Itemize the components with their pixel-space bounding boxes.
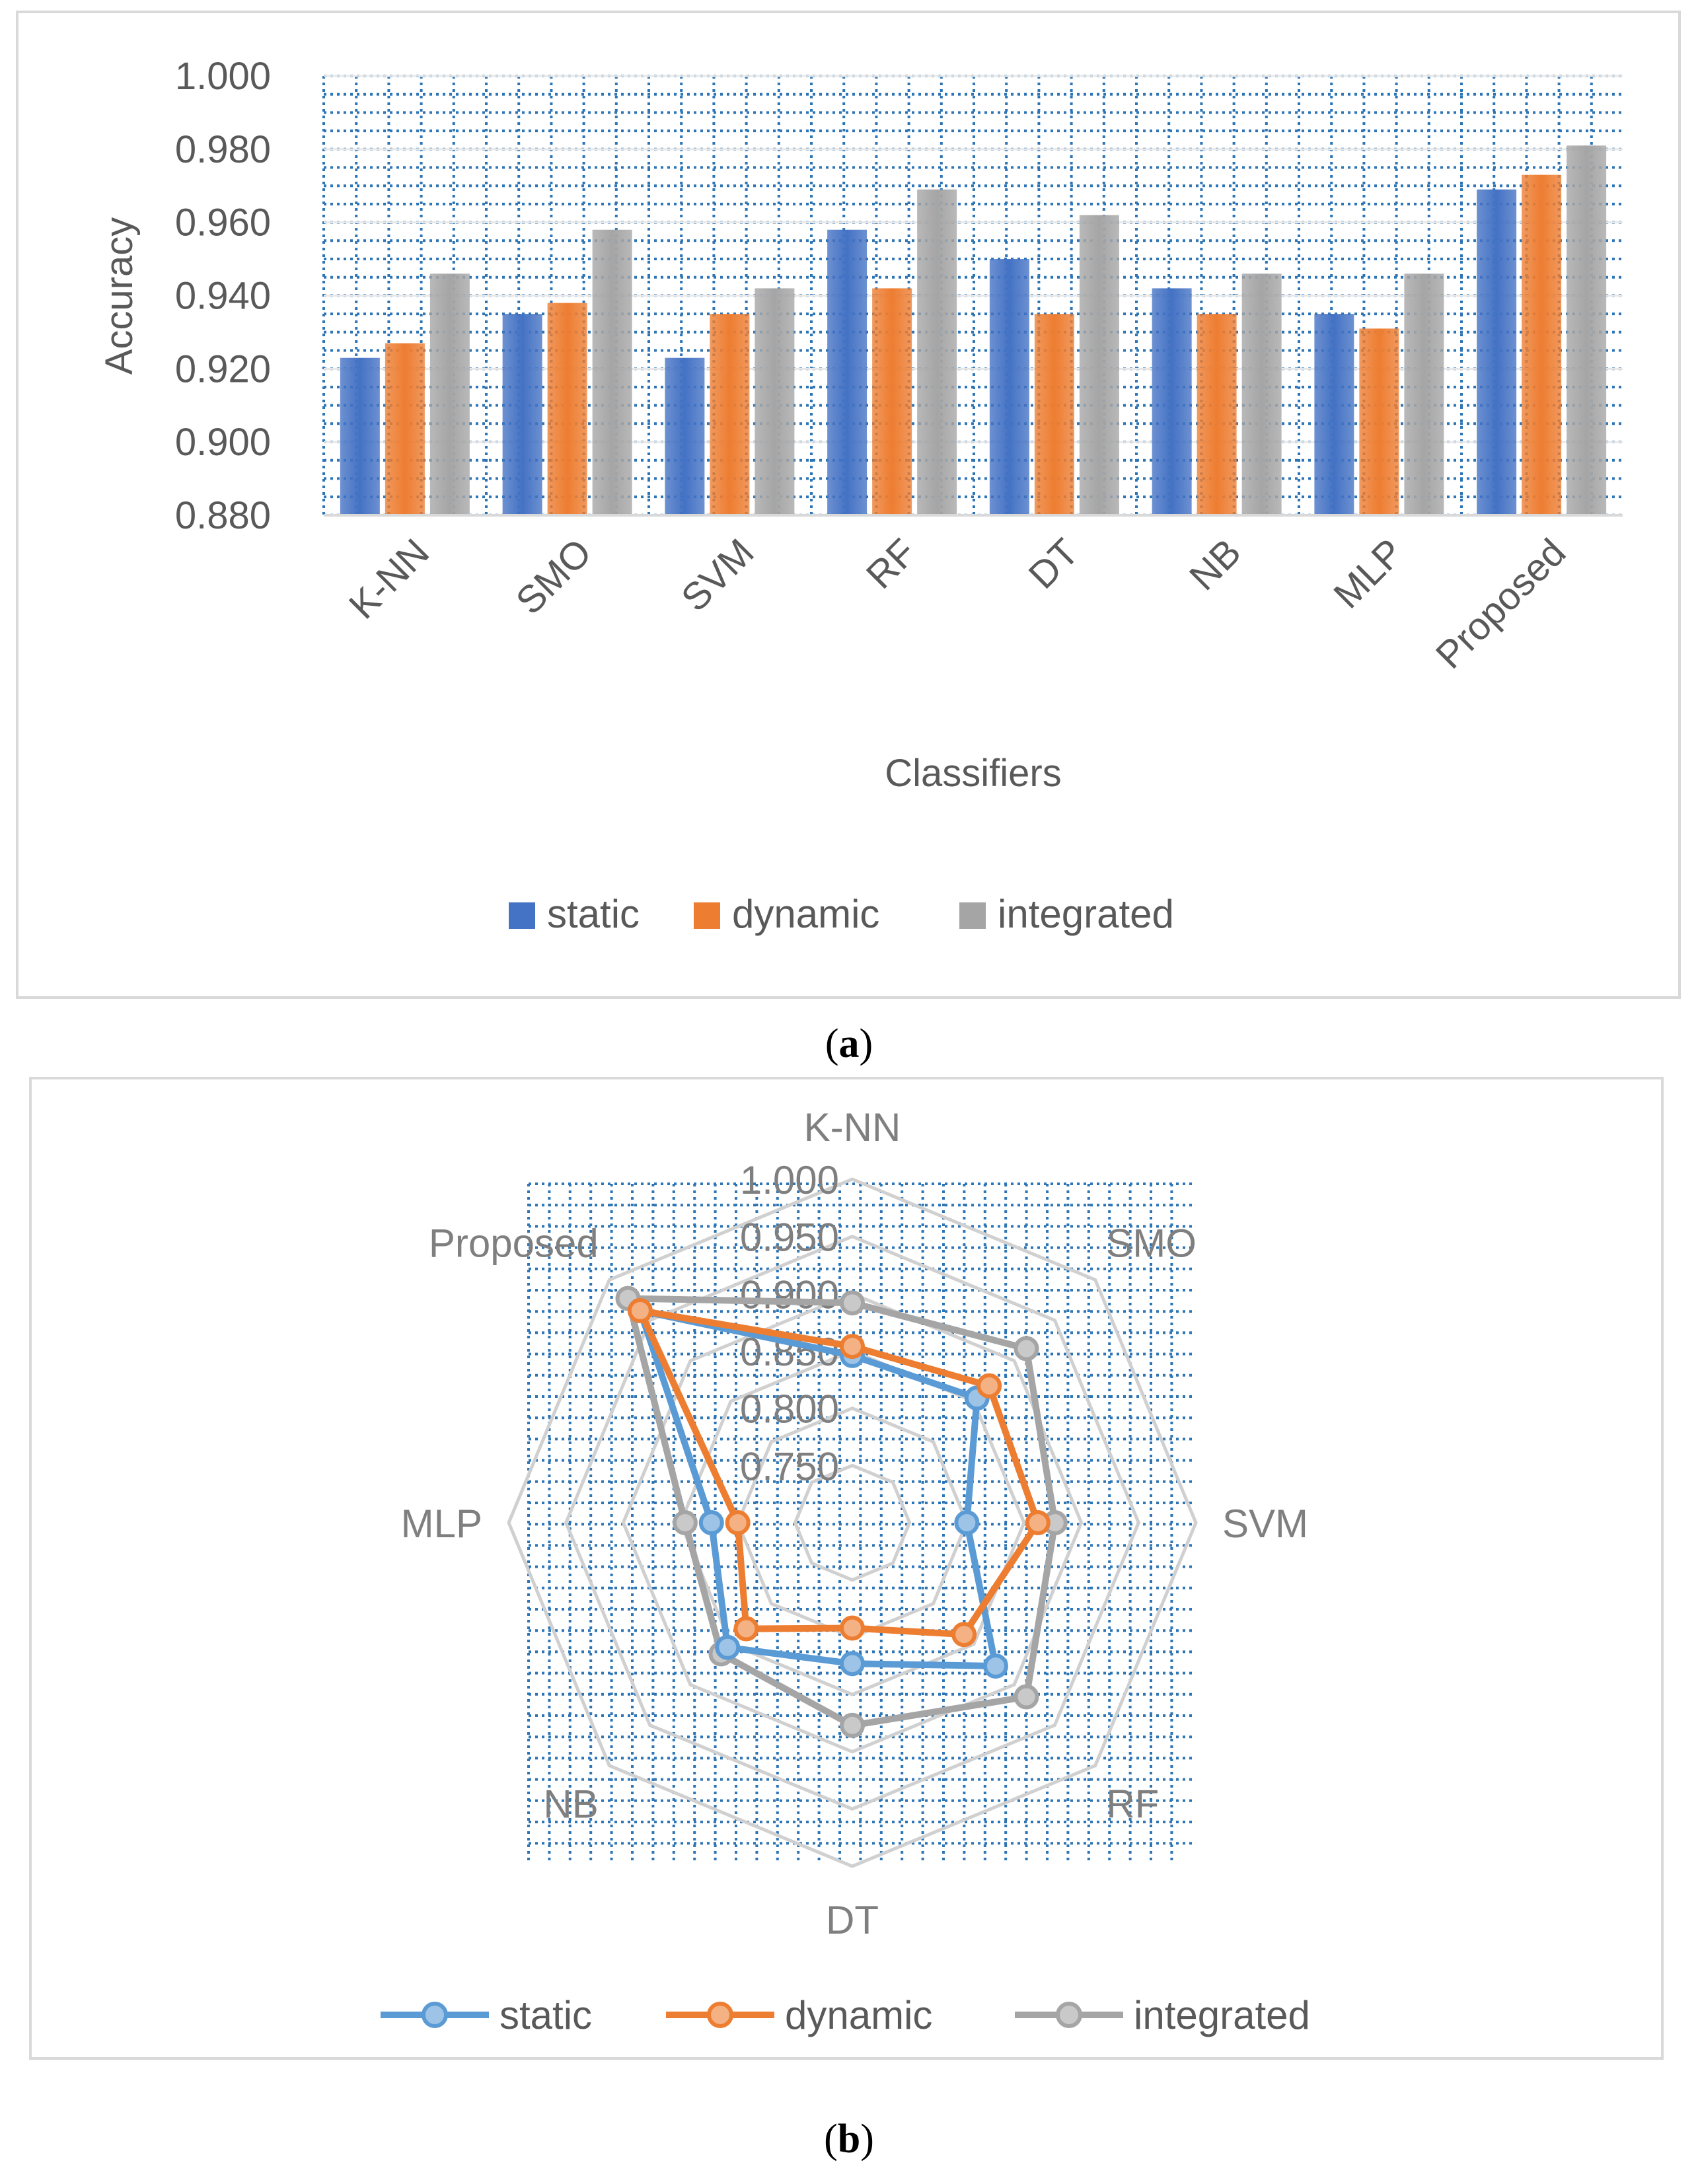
radar-ring — [679, 1349, 1026, 1696]
bar-static-smo — [502, 314, 542, 515]
radar-dynamic-point — [627, 1297, 653, 1323]
radar-integrated-point — [1014, 1684, 1039, 1710]
bar-y-tick-label: 0.960 — [175, 201, 271, 244]
radar-category-label: SVM — [1222, 1502, 1308, 1546]
radar-legend-dynamic-label: dynamic — [785, 1993, 932, 2037]
radar-ring — [507, 1177, 1198, 1868]
bar-static-mlp — [1314, 314, 1354, 515]
radar-dynamic-point — [733, 1616, 759, 1642]
radar-static-point — [715, 1634, 741, 1660]
bar-legend-dynamic-label: dynamic — [732, 892, 879, 936]
radar-legend-dynamic-marker — [707, 2002, 733, 2028]
radar-r-tick-label: 1.000 — [740, 1158, 839, 1202]
radar-legend-integrated-label: integrated — [1134, 1993, 1310, 2037]
radar-ring — [793, 1463, 912, 1582]
caption-b: (b) — [824, 2117, 874, 2162]
radar-category-label: DT — [826, 1898, 879, 1942]
bar-integrated-svm — [755, 288, 795, 515]
bar-series-bars — [340, 145, 1607, 515]
bar-legend-dynamic-swatch — [694, 902, 720, 929]
radar-integrated-point — [1014, 1336, 1039, 1362]
caption-b-letter: b — [838, 2117, 860, 2162]
bar-dynamic-mlp — [1359, 328, 1399, 515]
radar-static-point — [982, 1653, 1008, 1679]
radar-category-label: NB — [543, 1782, 598, 1826]
bar-dynamic-rf — [872, 288, 912, 515]
radar-category-label: MLP — [401, 1502, 482, 1546]
radar-static-point — [954, 1510, 980, 1535]
radar-r-tick-label: 0.950 — [740, 1216, 839, 1260]
bar-x-axis-label: Classifiers — [885, 752, 1062, 795]
radar-category-labels: K-NN SMO SVM RF DT NB MLP Proposed — [401, 1105, 1308, 1942]
bar-y-ticks: 0.880 0.900 0.920 0.940 0.960 0.980 1.000 — [175, 55, 271, 537]
bar-integrated-proposed — [1567, 145, 1607, 515]
radar-legend-static-label: static — [499, 1993, 592, 2037]
caption-a-letter: a — [839, 1021, 860, 1066]
radar-category-label: RF — [1106, 1782, 1159, 1826]
radar-dynamic-point — [840, 1615, 865, 1641]
bar-integrated-knn — [429, 273, 470, 515]
radar-category-label: K-NN — [804, 1105, 901, 1149]
radar-r-tick-label: 0.750 — [740, 1444, 839, 1488]
radar-r-tick-label: 0.900 — [740, 1272, 839, 1317]
bar-static-proposed — [1477, 189, 1517, 515]
bar-y-tick-label: 0.940 — [175, 275, 271, 318]
bar-y-tick-label: 0.880 — [175, 494, 271, 537]
bar-dynamic-svm — [710, 314, 750, 515]
radar-dynamic-point — [977, 1373, 1002, 1399]
radar-ring — [564, 1234, 1141, 1811]
bar-dynamic-knn — [385, 343, 425, 515]
bar-dynamic-proposed — [1522, 174, 1562, 515]
bar-integrated-rf — [917, 189, 957, 515]
bar-dynamic-dt — [1034, 314, 1074, 515]
radar-r-tick-label: 0.800 — [740, 1387, 839, 1432]
bar-static-dt — [989, 259, 1029, 515]
radar-dynamic-point — [840, 1334, 865, 1360]
radar-dynamic-point — [1025, 1510, 1051, 1535]
caption-a: (a) — [825, 1021, 873, 1066]
radar-chart-frame — [29, 1077, 1664, 2060]
bar-static-rf — [827, 229, 867, 515]
radar-static-point — [698, 1510, 724, 1535]
radar-legend-static-marker — [422, 2002, 448, 2028]
bar-legend-static-label: static — [547, 892, 640, 936]
bar-legend-integrated-label: integrated — [998, 892, 1174, 936]
radar-static-point — [840, 1651, 865, 1677]
bar-static-svm — [665, 357, 705, 515]
bar-integrated-mlp — [1404, 273, 1444, 515]
bar-dynamic-nb — [1197, 314, 1237, 515]
bar-legend: static dynamic integrated — [509, 892, 1174, 936]
bar-dynamic-smo — [547, 303, 587, 515]
bar-y-axis-label: Accuracy — [98, 217, 141, 375]
radar-series-lines — [615, 1286, 1068, 1738]
radar-integrated-point — [672, 1510, 698, 1535]
radar-legend-integrated-marker — [1056, 2002, 1082, 2028]
bar-static-knn — [340, 357, 380, 515]
radar-dynamic-point — [725, 1510, 751, 1535]
bar-y-tick-label: 0.900 — [175, 421, 271, 464]
bar-integrated-nb — [1241, 273, 1282, 515]
radar-integrated-point — [840, 1290, 865, 1316]
bar-y-tick-label: 0.980 — [175, 128, 271, 171]
bar-integrated-smo — [592, 229, 632, 515]
bar-static-nb — [1152, 288, 1192, 515]
bar-y-tick-label: 0.920 — [175, 347, 271, 390]
radar-category-label: Proposed — [429, 1221, 599, 1266]
radar-legend: static dynamic integrated — [381, 1993, 1310, 2037]
radar-integrated-point — [840, 1712, 865, 1738]
bar-integrated-dt — [1079, 215, 1119, 515]
bar-legend-static-swatch — [509, 902, 535, 929]
bar-legend-integrated-swatch — [959, 902, 986, 929]
radar-category-label: SMO — [1106, 1221, 1197, 1266]
bar-y-tick-label: 1.000 — [175, 55, 271, 98]
radar-dynamic-point — [951, 1622, 977, 1648]
